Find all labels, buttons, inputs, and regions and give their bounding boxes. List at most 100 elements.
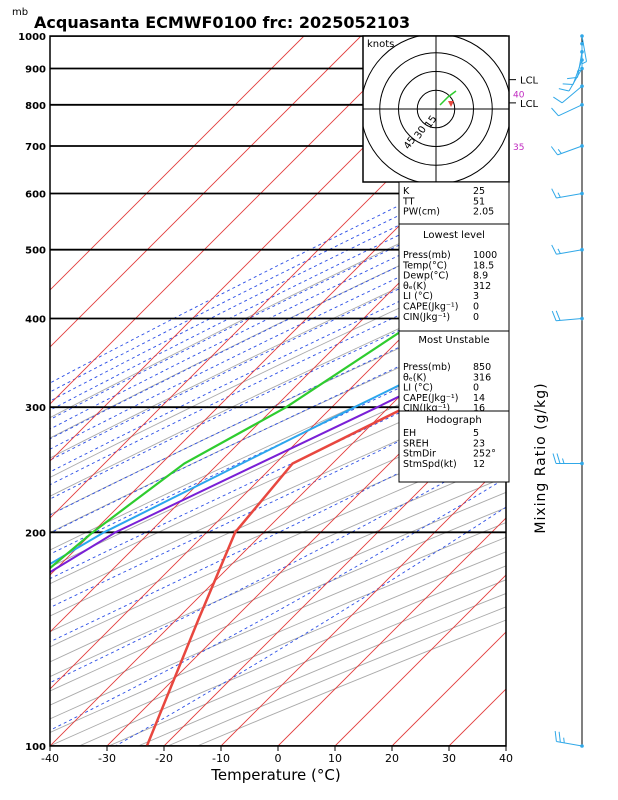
wind-barb-flag xyxy=(555,310,561,321)
wind-barb xyxy=(567,50,584,80)
wind-barb xyxy=(580,34,588,65)
isotherm xyxy=(50,36,419,405)
moist-adiabat xyxy=(50,280,506,500)
index-label: StmDir xyxy=(403,449,436,460)
pressure-tick-label: 900 xyxy=(25,65,46,76)
x-tick-label: 20 xyxy=(385,752,399,765)
wind-barb-staff xyxy=(558,104,583,117)
wind-barb-flag xyxy=(551,188,557,199)
wind-barb-staff xyxy=(568,68,583,92)
index-label: θₑ(K) xyxy=(403,281,426,292)
wind-barb-staff xyxy=(561,85,583,104)
wind-barb xyxy=(553,84,584,104)
wind-barb-flag xyxy=(551,244,557,255)
storm-motion-marker xyxy=(448,101,454,107)
pressure-tick-label: 200 xyxy=(25,528,46,539)
hodograph-trace xyxy=(439,90,457,106)
index-label: TT xyxy=(402,196,415,207)
dry-adiabat xyxy=(50,536,506,734)
dewpoint-line xyxy=(50,268,506,570)
x-tick-label: -20 xyxy=(155,752,173,765)
pressure-tick-label: 1000 xyxy=(18,32,46,43)
lcl-label: LCL xyxy=(520,99,539,110)
index-label: CAPE(Jkg⁻¹) xyxy=(403,393,458,404)
moist-adiabat xyxy=(50,387,506,609)
index-label: Temp(°C) xyxy=(402,260,447,271)
index-value: 25 xyxy=(473,186,485,197)
wind-barb-flag xyxy=(552,453,557,464)
isotherm xyxy=(50,232,506,690)
temperature-axis: -40 -30 -20 -10 0 10 20 30 40 xyxy=(41,746,513,765)
index-value: 3 xyxy=(473,291,479,302)
index-value: 18.5 xyxy=(473,260,494,271)
index-label: SREH xyxy=(403,438,429,449)
index-label: CIN(Jkg⁻¹) xyxy=(403,312,450,323)
index-value: 12 xyxy=(473,459,485,470)
pressure-unit-label: mb xyxy=(12,7,28,18)
isotherm xyxy=(277,517,506,746)
lowest-level-heading: Lowest level xyxy=(423,230,485,241)
temperature-line xyxy=(145,353,506,746)
right-axis-title: Mixing Ratio (g/kg) xyxy=(533,382,549,533)
indices-box xyxy=(398,223,510,332)
theta-e-labels: 35 40 xyxy=(513,91,525,154)
index-label: K xyxy=(403,186,410,197)
dry-adiabat xyxy=(50,319,506,534)
pressure-tick-label: 400 xyxy=(25,315,46,326)
theta-e-label: 40 xyxy=(513,91,525,101)
x-tick-label: -40 xyxy=(41,752,59,765)
moist-adiabat xyxy=(50,477,506,731)
indices-box xyxy=(398,330,510,412)
wind-barb-staff xyxy=(556,740,583,747)
pressure-tick-label: 100 xyxy=(25,742,46,753)
isotherm xyxy=(50,36,362,348)
wind-barb-staff xyxy=(556,193,583,199)
wind-barb xyxy=(550,144,584,156)
moist-adiabat xyxy=(50,163,506,393)
wind-barb xyxy=(551,188,584,199)
index-label: CAPE(Jkg⁻¹) xyxy=(403,302,458,313)
x-tick-label: -30 xyxy=(98,752,116,765)
isotherm xyxy=(163,403,506,746)
wind-barb-half xyxy=(562,458,565,464)
dry-adiabat xyxy=(50,299,506,516)
dry-adiabat xyxy=(50,356,506,568)
indices-table: K 25 TT 51 PW(cm) 2.05 Lowest level Press(mb) 10… xyxy=(398,181,510,483)
wind-barb-flag xyxy=(554,731,557,742)
index-label: CIN(Jkg⁻¹) xyxy=(403,403,450,414)
dry-adiabat xyxy=(50,392,506,601)
index-label: Press(mb) xyxy=(403,362,451,373)
wind-barb-staff xyxy=(557,145,583,156)
wind-barb-flag xyxy=(550,146,558,156)
wind-barb-flag xyxy=(553,96,563,104)
index-value: 850 xyxy=(473,362,491,373)
wind-profile xyxy=(550,34,588,748)
pressure-tick-label: 800 xyxy=(25,101,46,112)
dry-adiabat xyxy=(50,338,506,551)
indices-box xyxy=(398,181,510,225)
wind-barb-flag xyxy=(551,310,557,321)
lcl-label: LCL xyxy=(520,76,539,87)
pressure-tick-label: 600 xyxy=(25,190,46,201)
wind-barb-flag xyxy=(562,83,574,85)
index-value: 2.05 xyxy=(473,207,494,218)
indices-box xyxy=(398,410,510,483)
chart-title: Acquasanta ECMWF0100 frc: 2025052103 xyxy=(34,13,410,32)
index-value: 0 xyxy=(473,302,479,313)
parcel-wetbulb-line xyxy=(50,342,506,574)
x-tick-label: 30 xyxy=(442,752,456,765)
wind-barb xyxy=(558,66,584,92)
wind-barb-flag xyxy=(558,731,561,743)
index-value: 0 xyxy=(473,383,479,394)
isotherm xyxy=(50,175,506,633)
index-value: 5 xyxy=(473,428,479,439)
x-tick-label: 10 xyxy=(328,752,342,765)
index-value: 0 xyxy=(473,312,479,323)
index-value: 316 xyxy=(473,372,491,383)
wind-barb-half xyxy=(557,149,562,154)
wind-barb xyxy=(551,310,584,322)
pressure-tick-label: 300 xyxy=(25,403,46,414)
wind-barb xyxy=(551,103,584,117)
